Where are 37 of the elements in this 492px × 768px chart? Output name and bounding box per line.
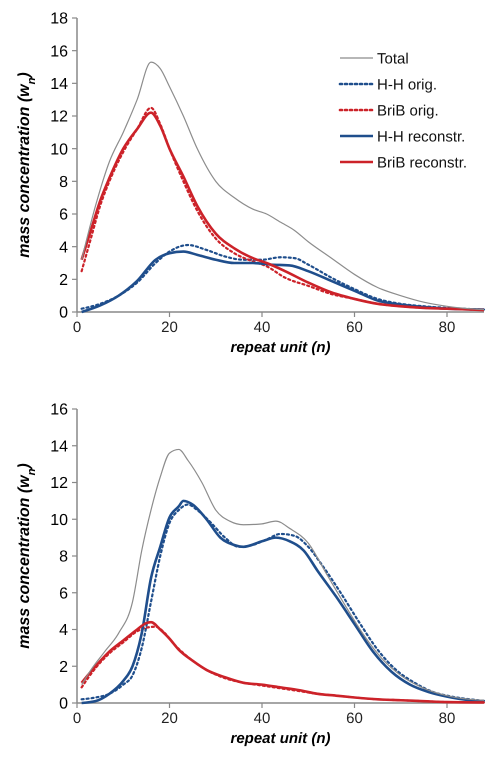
x-tick-label: 20 — [161, 710, 178, 727]
legend-label: H-H reconstr. — [377, 128, 466, 146]
y-tick-label: 12 — [50, 108, 68, 126]
x-tick-label: 0 — [72, 319, 82, 336]
x-tick-label: 40 — [254, 710, 270, 727]
y-tick-label: 2 — [59, 272, 68, 289]
y-tick-label: 10 — [50, 141, 68, 158]
x-tick-label: 80 — [438, 319, 456, 336]
x-tick-label: 40 — [254, 319, 270, 336]
x-tick-label: 20 — [161, 319, 178, 336]
y-tick-label: 18 — [50, 10, 68, 28]
x-tick-label: 80 — [438, 710, 456, 727]
line-series — [81, 448, 485, 701]
y-tick-label: 14 — [50, 438, 68, 456]
x-tick-label: 60 — [346, 319, 363, 336]
legend-label: BriB orig. — [377, 102, 439, 120]
y-tick-label: 12 — [50, 475, 68, 492]
y-tick-label: 8 — [59, 174, 68, 191]
x-tick-label: 0 — [72, 710, 82, 727]
x-axis-title: repeat unit (n) — [230, 339, 330, 356]
x-axis-title: repeat unit (n) — [230, 730, 330, 747]
x-tick-label: 60 — [346, 710, 363, 727]
y-tick-label: 4 — [59, 239, 68, 256]
legend-label: H-H orig. — [377, 76, 438, 94]
y-tick-label: 16 — [50, 402, 68, 419]
y-tick-label: 14 — [50, 76, 68, 93]
y-tick-label: 2 — [59, 658, 68, 676]
y-tick-label: 0 — [59, 696, 68, 713]
y-tick-label: 6 — [59, 206, 68, 224]
legend-label: Total — [377, 50, 409, 68]
y-tick-label: 10 — [50, 512, 68, 529]
y-tick-label: 4 — [59, 622, 68, 640]
y-tick-label: 6 — [59, 585, 68, 602]
legend-label: BriB reconstr. — [377, 154, 468, 172]
y-tick-label: 8 — [59, 548, 68, 566]
y-tick-label: 0 — [59, 304, 68, 322]
y-tick-label: 16 — [50, 43, 68, 60]
